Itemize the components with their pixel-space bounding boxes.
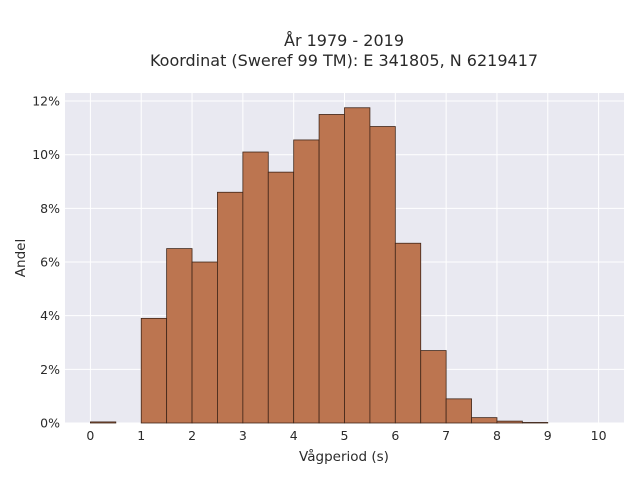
histogram-bar <box>318 114 345 424</box>
histogram-bar <box>242 151 269 424</box>
histogram-bar <box>496 420 523 424</box>
chart-title-line-2: Koordinat (Sweref 99 TM): E 341805, N 62… <box>150 51 538 70</box>
histogram-bar <box>420 350 447 424</box>
x-tick-label: 5 <box>341 428 349 443</box>
y-tick-label: 2% <box>40 362 60 377</box>
x-tick-label: 8 <box>493 428 501 443</box>
histogram-bar <box>166 248 193 424</box>
histogram-bar <box>90 421 117 424</box>
y-axis-ticks: 0% 2% 4% 6% 8% 10% 12% <box>32 94 60 431</box>
histogram-bar <box>217 191 244 424</box>
y-tick-label: 4% <box>40 308 60 323</box>
x-tick-label: 9 <box>544 428 552 443</box>
y-tick-label: 12% <box>32 94 60 109</box>
y-tick-label: 8% <box>40 201 60 216</box>
x-tick-label: 0 <box>86 428 94 443</box>
histogram-bar <box>369 126 396 424</box>
histogram-bar <box>394 242 422 424</box>
histogram-bar <box>471 417 498 424</box>
x-tick-label: 10 <box>591 428 607 443</box>
y-tick-label: 10% <box>32 147 60 162</box>
y-axis-label: Andel <box>13 239 29 277</box>
x-axis-ticks: 0 1 2 3 4 5 6 7 8 9 10 <box>86 428 606 443</box>
x-tick-label: 2 <box>188 428 196 443</box>
y-tick-label: 0% <box>40 416 60 431</box>
histogram-bar <box>445 398 472 424</box>
histogram-bar <box>293 139 320 424</box>
x-tick-label: 3 <box>239 428 247 443</box>
chart-title-line-1: År 1979 - 2019 <box>284 31 404 50</box>
x-tick-label: 7 <box>442 428 450 443</box>
x-tick-label: 1 <box>137 428 145 443</box>
histogram-bar <box>521 422 549 424</box>
x-tick-label: 4 <box>290 428 298 443</box>
y-tick-label: 6% <box>40 255 60 270</box>
histogram-bar <box>191 261 218 424</box>
x-axis-label: Vågperiod (s) <box>299 448 389 465</box>
histogram-bar <box>140 317 168 424</box>
bars <box>90 107 549 424</box>
histogram-bar <box>267 171 295 424</box>
x-tick-label: 6 <box>391 428 399 443</box>
histogram-bar <box>344 107 371 424</box>
